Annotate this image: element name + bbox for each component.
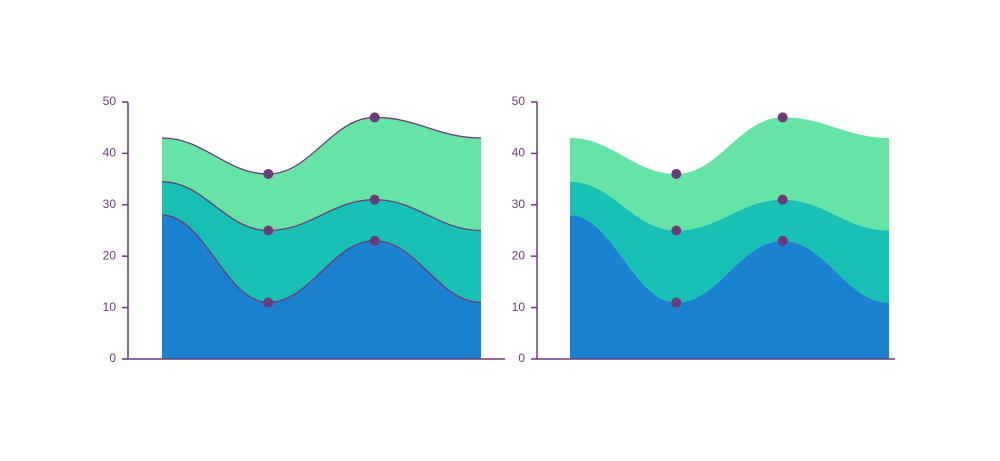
point bbox=[263, 297, 274, 308]
y-tick-label: 10 bbox=[512, 300, 526, 314]
y-tick-label: 40 bbox=[512, 146, 526, 160]
y-tick-label: 30 bbox=[103, 197, 117, 211]
point bbox=[369, 235, 380, 246]
outline bbox=[161, 116, 482, 175]
y-tick-label: 30 bbox=[512, 197, 526, 211]
area bbox=[570, 215, 889, 359]
y-tick-label: 50 bbox=[103, 94, 117, 108]
y-tick-label: 20 bbox=[512, 248, 526, 262]
y-tick-label: 50 bbox=[512, 94, 526, 108]
y-tick-label: 40 bbox=[103, 146, 117, 160]
area bbox=[570, 117, 889, 231]
area bbox=[570, 181, 889, 303]
point bbox=[777, 112, 788, 123]
outline bbox=[161, 181, 482, 232]
area bbox=[162, 215, 481, 359]
point bbox=[369, 112, 380, 123]
point bbox=[369, 194, 380, 205]
y-tick-label: 10 bbox=[103, 300, 117, 314]
point bbox=[671, 225, 682, 236]
y-tick-label: 20 bbox=[103, 248, 117, 262]
point bbox=[671, 168, 682, 179]
area bbox=[162, 117, 481, 231]
point bbox=[263, 225, 274, 236]
area bbox=[162, 181, 481, 303]
point bbox=[263, 168, 274, 179]
point bbox=[777, 194, 788, 205]
outline bbox=[161, 214, 482, 304]
point bbox=[777, 235, 788, 246]
y-tick-label: 0 bbox=[518, 351, 525, 365]
point bbox=[671, 297, 682, 308]
y-tick-label: 0 bbox=[109, 351, 116, 365]
